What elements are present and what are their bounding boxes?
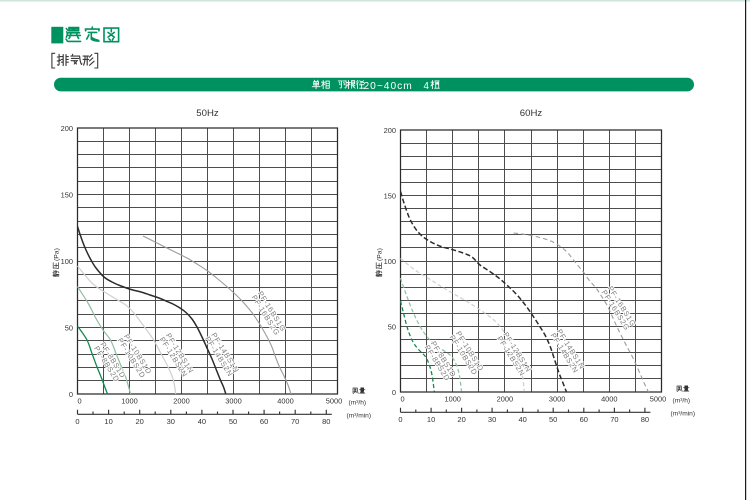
svg-text:60: 60 [260,417,268,426]
svg-text:50Hz: 50Hz [196,108,219,119]
svg-text:(Pa): (Pa) [54,248,61,261]
svg-text:10: 10 [104,417,112,426]
svg-text:4000: 4000 [277,396,293,405]
svg-text:60Hz: 60Hz [520,108,543,119]
svg-text:40: 40 [198,417,206,426]
svg-text:50: 50 [65,323,73,332]
svg-text:(m³/h): (m³/h) [349,400,367,407]
svg-text:2000: 2000 [173,396,189,405]
svg-text:100: 100 [61,257,73,266]
svg-text:20: 20 [457,415,465,424]
svg-text:0: 0 [392,388,396,397]
svg-text:70: 70 [610,415,618,424]
svg-text:0: 0 [75,417,79,426]
svg-text:150: 150 [384,191,396,200]
svg-text:20~40cm: 20~40cm [364,81,413,92]
svg-text:(m³/h): (m³/h) [673,398,691,405]
svg-text:50: 50 [549,415,557,424]
svg-text:3000: 3000 [225,396,241,405]
svg-text:(Pa): (Pa) [377,248,384,261]
svg-text:200: 200 [61,124,73,133]
svg-text:150: 150 [61,190,73,199]
svg-text:5000: 5000 [650,394,666,403]
svg-text:(m³/min): (m³/min) [347,413,372,420]
svg-text:4000: 4000 [601,394,617,403]
svg-text:40: 40 [519,415,527,424]
svg-text:100: 100 [384,257,396,266]
svg-text:30: 30 [488,415,496,424]
svg-text:200: 200 [384,126,396,135]
svg-text:(m³/min): (m³/min) [671,411,696,418]
svg-text:0: 0 [398,415,402,424]
svg-text:0: 0 [400,394,404,403]
svg-text:1000: 1000 [444,394,460,403]
svg-text:30: 30 [167,417,175,426]
svg-text:70: 70 [291,417,299,426]
svg-text:2000: 2000 [497,394,513,403]
svg-text:4: 4 [424,81,430,92]
svg-text:1000: 1000 [121,396,137,405]
svg-text:3000: 3000 [549,394,565,403]
svg-text:5000: 5000 [326,396,342,405]
svg-text:50: 50 [229,417,237,426]
svg-text:0: 0 [69,390,73,399]
svg-text:50: 50 [388,322,396,331]
svg-text:20: 20 [136,417,144,426]
svg-text:0: 0 [77,396,81,405]
svg-text:80: 80 [641,415,649,424]
svg-text:80: 80 [322,417,330,426]
svg-text:10: 10 [427,415,435,424]
svg-text:60: 60 [580,415,588,424]
